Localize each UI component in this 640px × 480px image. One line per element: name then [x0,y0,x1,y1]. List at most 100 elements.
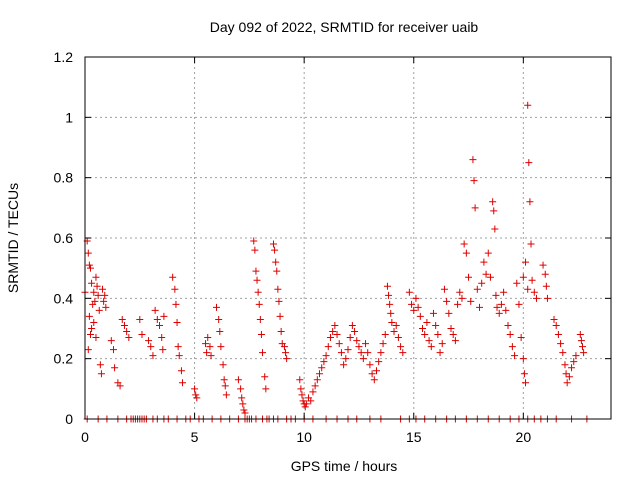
data-point [297,385,305,393]
data-point [331,321,339,329]
data-point [251,246,259,254]
data-point [206,343,214,351]
data-point [193,394,201,402]
data-point [519,273,527,281]
x-tick-label: 0 [81,429,89,445]
data-point [388,318,396,326]
data-point [490,207,498,215]
data-point [370,376,378,384]
data-point [220,376,228,384]
data-point [476,303,483,311]
data-point [222,391,230,399]
data-point [92,334,100,342]
data-point [470,177,478,185]
data-point [427,343,435,351]
data-point [160,312,168,320]
data-point [491,225,499,233]
data-point [425,337,433,345]
data-point [353,337,361,345]
data-point [348,321,356,329]
data-point [346,334,354,342]
data-point [91,297,99,305]
data-point [88,279,96,287]
x-tick-label: 15 [406,429,422,445]
y-tick-label: 0.8 [54,170,74,186]
data-point [261,373,269,381]
data-point [526,198,534,206]
data-point [216,328,224,336]
data-point [383,282,391,290]
data-point [364,349,372,357]
data-point [116,382,124,390]
data-point [471,204,479,212]
data-point [282,349,290,357]
data-point [565,373,573,381]
data-point [519,355,527,363]
data-point [118,315,126,323]
data-point [580,349,588,357]
data-point [153,315,161,323]
data-point [570,358,578,366]
data-point [522,379,530,387]
data-point [355,343,363,351]
data-point [454,300,462,308]
data-point [109,346,117,354]
data-point [497,300,505,308]
data-point [237,385,245,393]
data-point [473,285,481,293]
axis-ticks: 0 5 10 15 20 0 0.2 0.4 0.6 0.8 1 1.2 [54,49,611,445]
data-point [517,334,525,342]
data-point [217,343,225,351]
data-point [262,385,270,393]
data-point [88,325,96,332]
data-point [577,337,585,345]
data-point [381,331,389,339]
data-point [478,279,486,287]
data-point [559,349,567,357]
data-point [219,361,227,369]
data-point [359,355,367,363]
data-point [302,400,310,408]
data-point [136,315,144,323]
data-point [530,288,538,296]
data-point [213,303,220,311]
data-point [257,331,265,339]
data-point [254,288,262,296]
data-point [362,340,370,348]
data-point [392,321,400,329]
data-point [379,340,387,348]
data-point [456,288,464,296]
data-point [273,267,281,275]
y-tick-label: 0.4 [54,290,74,306]
data-point [204,334,212,342]
data-point [174,343,182,351]
data-point [158,334,166,342]
data-point [502,306,510,314]
data-point [172,300,180,308]
data-point [527,240,535,248]
data-point [234,376,242,384]
data-point [202,340,210,348]
data-point [416,312,424,320]
data-point [337,349,345,357]
data-point [504,321,512,329]
data-point [171,285,179,293]
data-point [318,364,326,372]
data-point [522,258,530,266]
data-point [408,300,416,308]
data-point [484,249,492,257]
data-point [513,279,521,287]
data-point [528,276,536,284]
data-point [539,261,547,269]
data-point [191,385,199,393]
data-point [405,288,413,296]
data-point [322,352,330,360]
data-point [366,361,374,369]
data-point [169,273,177,281]
data-point [443,297,451,305]
data-point [543,294,551,302]
data-point [541,270,549,278]
data-point [252,267,260,275]
data-point [96,361,104,369]
data-point [495,309,503,317]
